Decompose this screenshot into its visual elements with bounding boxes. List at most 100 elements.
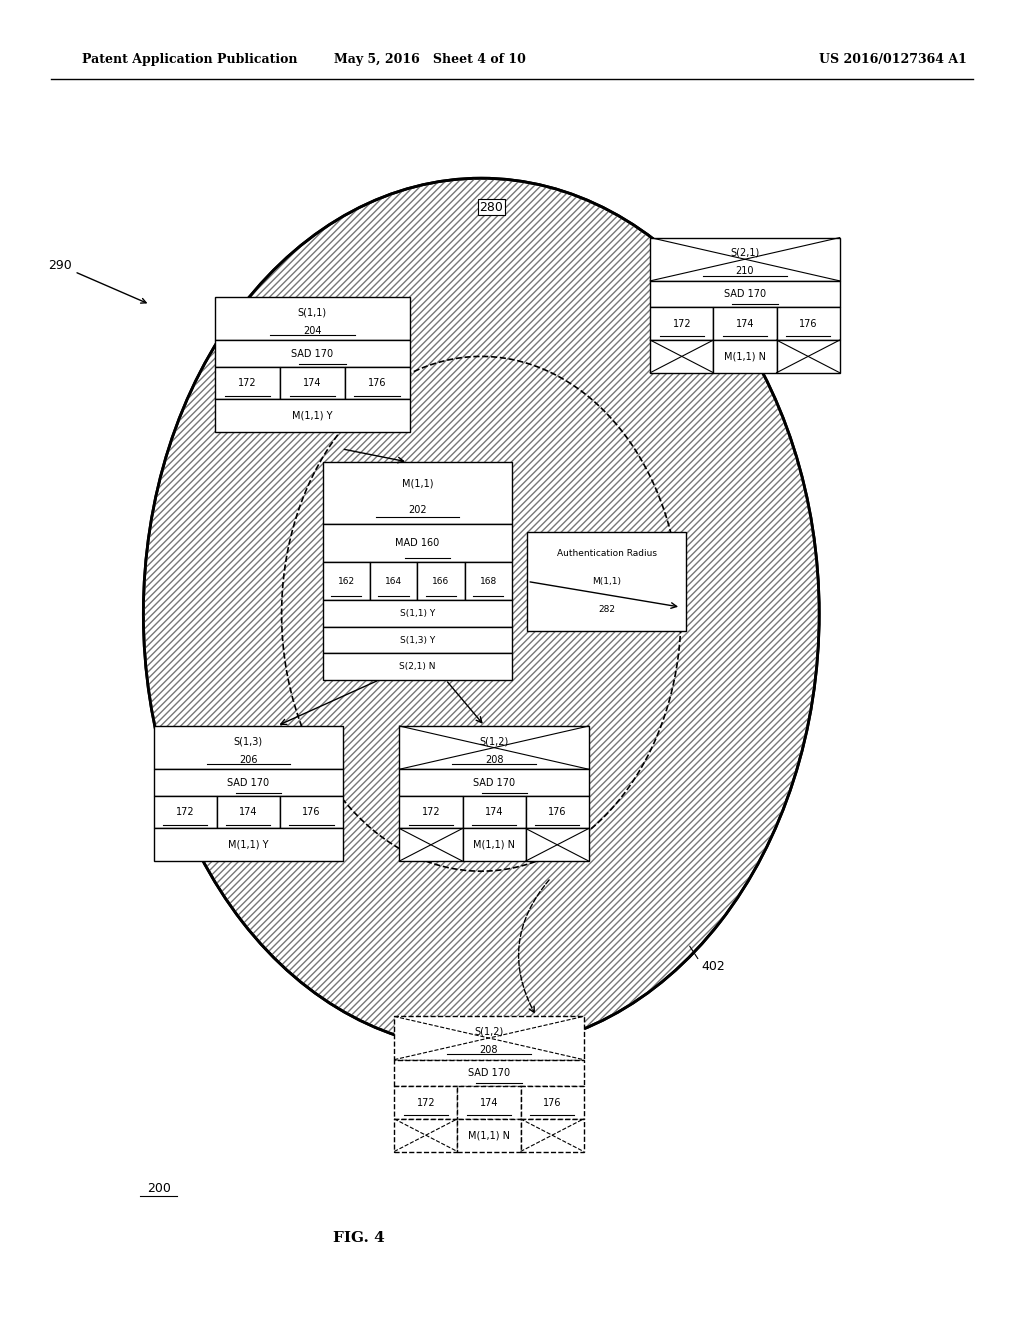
Bar bbox=[370, 562, 418, 601]
Bar bbox=[215, 341, 410, 367]
Text: M(1,1) N: M(1,1) N bbox=[473, 840, 515, 850]
Text: M(1,1): M(1,1) bbox=[401, 479, 433, 488]
Bar bbox=[525, 796, 589, 829]
Bar bbox=[650, 281, 840, 308]
Circle shape bbox=[143, 178, 819, 1049]
Text: M(1,1): M(1,1) bbox=[592, 577, 622, 586]
Bar bbox=[399, 726, 589, 770]
Bar bbox=[650, 308, 714, 341]
Text: 176: 176 bbox=[368, 378, 386, 388]
Bar bbox=[525, 829, 589, 861]
Text: 202: 202 bbox=[408, 506, 427, 515]
Text: M(1,1) Y: M(1,1) Y bbox=[228, 840, 268, 850]
Text: 172: 172 bbox=[176, 807, 195, 817]
Text: S(2,1): S(2,1) bbox=[730, 248, 760, 257]
Text: SAD 170: SAD 170 bbox=[468, 1068, 510, 1078]
Bar bbox=[520, 1119, 584, 1151]
Text: 200: 200 bbox=[146, 1181, 171, 1195]
Bar bbox=[154, 829, 343, 861]
Text: 176: 176 bbox=[302, 807, 321, 817]
Text: SAD 170: SAD 170 bbox=[724, 289, 766, 300]
Text: S(1,2): S(1,2) bbox=[474, 1027, 504, 1036]
Text: M(1,1) Y: M(1,1) Y bbox=[292, 411, 333, 421]
Text: 210: 210 bbox=[735, 267, 755, 276]
Text: 208: 208 bbox=[479, 1045, 499, 1055]
Bar bbox=[458, 1086, 520, 1119]
Bar bbox=[280, 367, 345, 400]
Bar bbox=[394, 1016, 584, 1060]
Bar bbox=[399, 770, 589, 796]
Bar bbox=[714, 341, 776, 372]
Text: 208: 208 bbox=[484, 755, 504, 764]
Bar bbox=[323, 627, 512, 653]
Text: 168: 168 bbox=[479, 577, 497, 586]
Bar bbox=[399, 829, 463, 861]
Text: S(2,1) N: S(2,1) N bbox=[399, 663, 435, 671]
Bar bbox=[714, 308, 776, 341]
Text: US 2016/0127364 A1: US 2016/0127364 A1 bbox=[819, 53, 967, 66]
Bar bbox=[650, 341, 714, 372]
Bar bbox=[280, 796, 343, 829]
Bar bbox=[520, 1086, 584, 1119]
Bar bbox=[465, 562, 512, 601]
Bar bbox=[154, 796, 217, 829]
Bar bbox=[399, 796, 463, 829]
Text: 176: 176 bbox=[543, 1097, 561, 1107]
Text: SAD 170: SAD 170 bbox=[473, 777, 515, 788]
Text: 162: 162 bbox=[338, 577, 354, 586]
Bar bbox=[394, 1086, 458, 1119]
Text: S(1,3) Y: S(1,3) Y bbox=[399, 635, 435, 644]
Bar bbox=[215, 297, 410, 341]
Text: 176: 176 bbox=[799, 318, 817, 329]
Text: 174: 174 bbox=[479, 1097, 499, 1107]
Bar bbox=[458, 1119, 520, 1151]
Text: 174: 174 bbox=[735, 318, 755, 329]
Bar bbox=[323, 562, 370, 601]
Text: S(1,3): S(1,3) bbox=[233, 737, 263, 746]
Text: 280: 280 bbox=[479, 201, 504, 214]
Bar bbox=[154, 770, 343, 796]
Bar bbox=[394, 1119, 458, 1151]
Bar bbox=[418, 562, 465, 601]
Text: 166: 166 bbox=[432, 577, 450, 586]
Text: Authentication Radius: Authentication Radius bbox=[557, 549, 656, 558]
Text: M(1,1) N: M(1,1) N bbox=[468, 1130, 510, 1140]
Bar bbox=[345, 367, 410, 400]
Text: SAD 170: SAD 170 bbox=[227, 777, 269, 788]
Text: S(1,2): S(1,2) bbox=[479, 737, 509, 746]
Text: 206: 206 bbox=[239, 755, 258, 764]
Text: 282: 282 bbox=[598, 605, 615, 614]
Text: 172: 172 bbox=[673, 318, 691, 329]
Text: 174: 174 bbox=[239, 807, 258, 817]
Bar bbox=[154, 726, 343, 770]
Bar bbox=[323, 524, 512, 562]
Text: 290: 290 bbox=[48, 259, 146, 304]
Bar bbox=[323, 601, 512, 627]
Bar bbox=[323, 462, 512, 524]
Bar bbox=[527, 532, 686, 631]
Bar bbox=[217, 796, 280, 829]
Text: 402: 402 bbox=[701, 960, 725, 973]
Bar bbox=[650, 238, 840, 281]
Bar bbox=[776, 341, 840, 372]
Bar bbox=[215, 400, 410, 432]
Text: 172: 172 bbox=[422, 807, 440, 817]
Text: 174: 174 bbox=[303, 378, 322, 388]
Bar bbox=[463, 829, 525, 861]
Text: 172: 172 bbox=[417, 1097, 435, 1107]
Text: SAD 170: SAD 170 bbox=[291, 348, 334, 359]
Text: MAD 160: MAD 160 bbox=[395, 539, 439, 548]
Text: FIG. 4: FIG. 4 bbox=[333, 1232, 384, 1245]
Text: Patent Application Publication: Patent Application Publication bbox=[82, 53, 297, 66]
Bar bbox=[394, 1060, 584, 1086]
Text: 164: 164 bbox=[385, 577, 402, 586]
Text: 204: 204 bbox=[303, 326, 322, 335]
Text: 176: 176 bbox=[548, 807, 566, 817]
Text: 172: 172 bbox=[239, 378, 257, 388]
Bar bbox=[463, 796, 525, 829]
Bar bbox=[323, 653, 512, 680]
Bar bbox=[776, 308, 840, 341]
Text: S(1,1): S(1,1) bbox=[298, 308, 327, 317]
Text: 174: 174 bbox=[484, 807, 504, 817]
Text: M(1,1) N: M(1,1) N bbox=[724, 351, 766, 362]
